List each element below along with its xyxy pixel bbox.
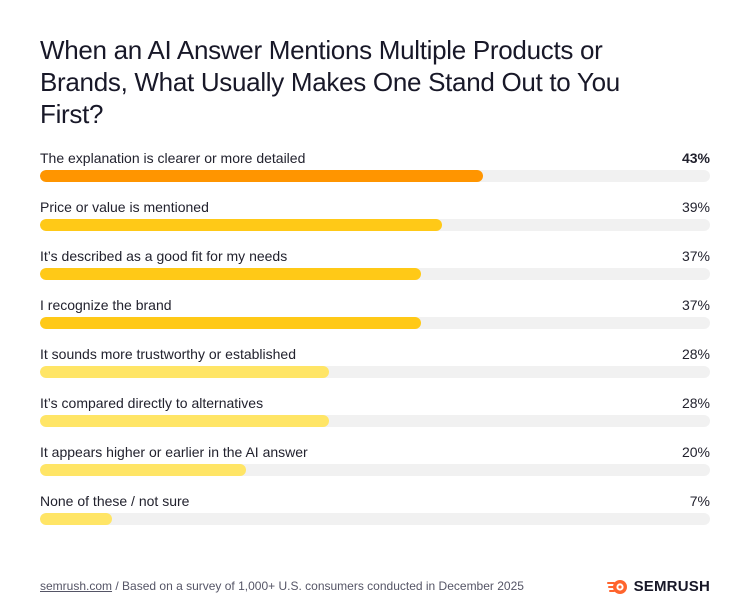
bar: [40, 513, 113, 525]
bar: [40, 317, 422, 329]
bar-label: None of these / not sure: [40, 493, 190, 509]
bar-track: [40, 268, 710, 280]
bar-track: [40, 464, 710, 476]
bar: [40, 366, 329, 378]
bar-label: It sounds more trustworthy or establishe…: [40, 346, 297, 362]
bar-label: It’s compared directly to alternatives: [40, 395, 264, 411]
bar-row: It sounds more trustworthy or establishe…: [40, 342, 710, 391]
bar: [40, 415, 329, 427]
bar-value-label: 37%: [681, 248, 710, 264]
bar-track: [40, 415, 710, 427]
bar-row: None of these / not sure 7%: [40, 489, 710, 538]
brand-name: SEMRUSH: [633, 578, 710, 595]
bar: [40, 464, 247, 476]
bar-row: It’s described as a good fit for my need…: [40, 244, 710, 293]
bar-value-label: 37%: [681, 297, 710, 313]
bar-label: It appears higher or earlier in the AI a…: [40, 444, 308, 460]
bar-track: [40, 366, 710, 378]
bar-track: [40, 513, 710, 525]
bar-value-label: 7%: [689, 493, 710, 509]
bar-row: I recognize the brand 37%: [40, 293, 710, 342]
bar-value-label: 43%: [681, 150, 710, 166]
bar-track: [40, 317, 710, 329]
bar-track: [40, 170, 710, 182]
footer-source: semrush.com / Based on a survey of 1,000…: [40, 579, 524, 593]
bar-value-label: 39%: [681, 199, 710, 215]
bar-value-label: 20%: [681, 444, 710, 460]
source-link[interactable]: semrush.com: [40, 579, 113, 593]
bar: [40, 170, 484, 182]
bar-row: It’s compared directly to alternatives 28…: [40, 391, 710, 440]
bar-row: The explanation is clearer or more detai…: [40, 146, 710, 195]
bar-label: The explanation is clearer or more detai…: [40, 150, 306, 166]
source-note: / Based on a survey of 1,000+ U.S. consu…: [112, 579, 524, 593]
bar: [40, 219, 442, 231]
bar-label: I recognize the brand: [40, 297, 172, 313]
bar-row: Price or value is mentioned 39%: [40, 195, 710, 244]
bar-track: [40, 219, 710, 231]
chart-title: When an AI Answer Mentions Multiple Prod…: [40, 35, 620, 129]
semrush-logo[interactable]: SEMRUSH: [606, 578, 710, 595]
bar-value-label: 28%: [681, 395, 710, 411]
bar-label: Price or value is mentioned: [40, 199, 209, 215]
bar-value-label: 28%: [681, 346, 710, 362]
bar-chart: The explanation is clearer or more detai…: [40, 146, 710, 538]
bar: [40, 268, 422, 280]
bar-row: It appears higher or earlier in the AI a…: [40, 440, 710, 489]
semrush-logo-icon: [606, 579, 627, 594]
bar-label: It’s described as a good fit for my need…: [40, 248, 288, 264]
